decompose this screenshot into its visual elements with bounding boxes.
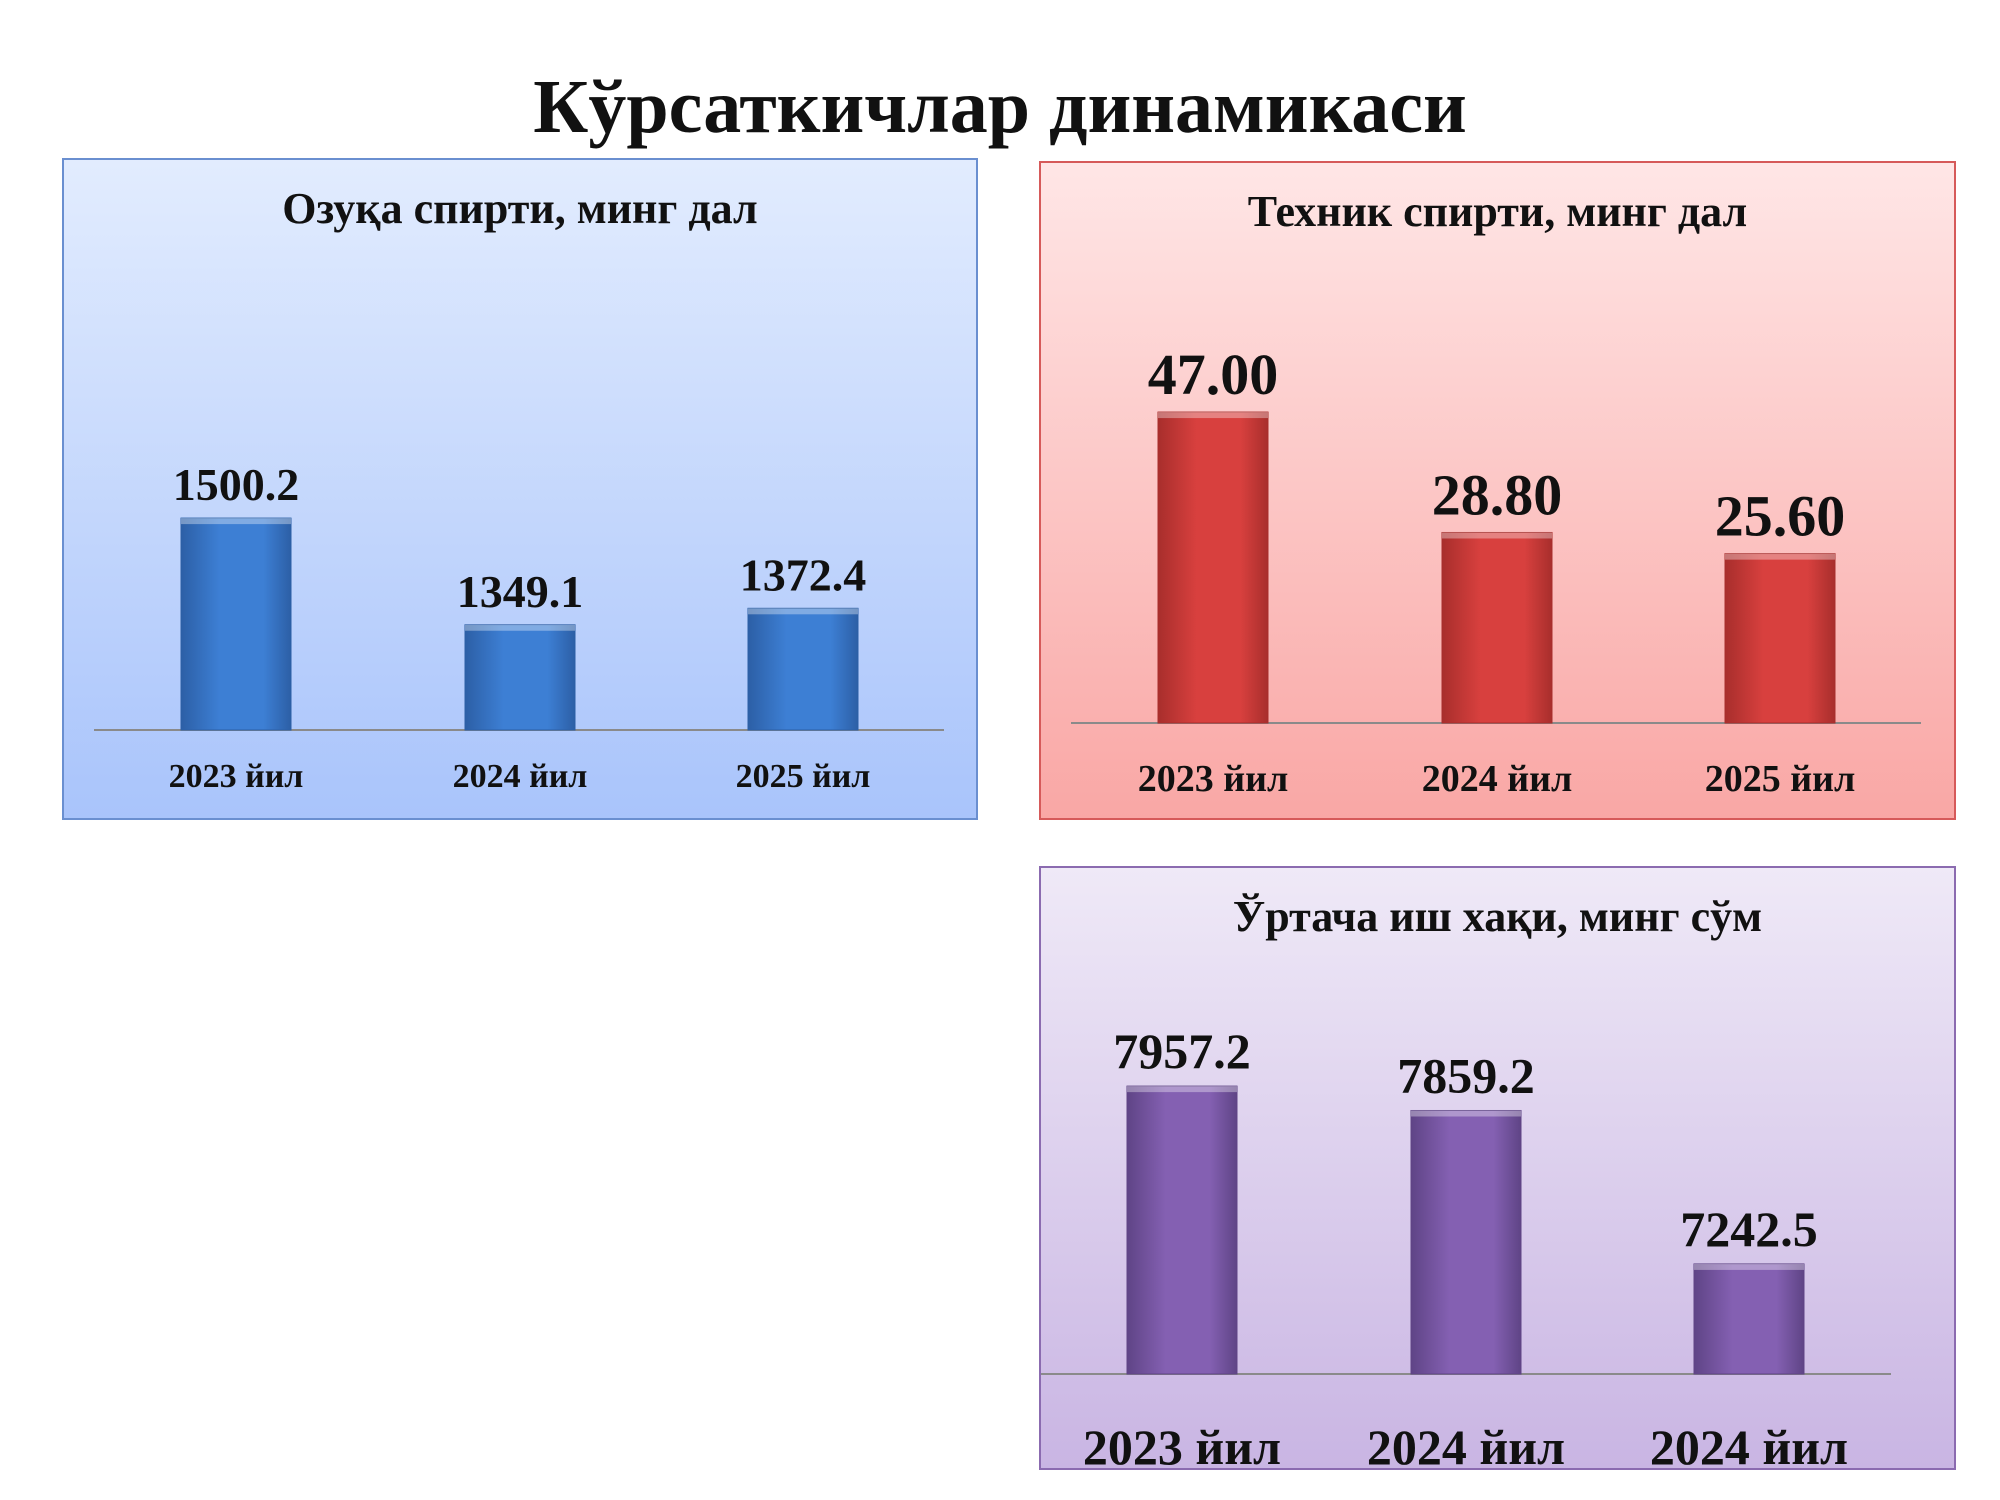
- bar-2: [1693, 1263, 1805, 1375]
- bar-highlight: [181, 518, 291, 525]
- chart-title: Техник спирти, минг дал: [1247, 187, 1748, 236]
- bar-highlight: [465, 624, 575, 631]
- bar-1: [464, 624, 576, 731]
- category-label: 2024 йил: [1422, 758, 1573, 800]
- bar-highlight: [1158, 412, 1268, 419]
- bar-highlight: [1411, 1110, 1521, 1117]
- chart-plot: 1500.2 2023 йил 1349.1 2024 йил 1372.4 2025 й…: [94, 459, 944, 795]
- category-label: 2025 йил: [736, 758, 871, 795]
- value-label: 1500.2: [173, 459, 300, 510]
- category-label: 2023 йил: [1083, 1419, 1281, 1475]
- category-label: 2023 йил: [169, 758, 304, 795]
- chart-panel-average-wage: Ўртача иш хақи, минг сўм 7957.2 2023 йил 7…: [1039, 866, 1956, 1475]
- chart-panel-technical-alcohol: Техник спирти, минг дал 47.00 2023 йил 28.…: [1039, 161, 1956, 820]
- value-label: 25.60: [1715, 484, 1846, 549]
- value-label: 7957.2: [1113, 1023, 1251, 1079]
- chart-title: Озуқа спирти, минг дал: [282, 184, 758, 233]
- chart-panel-feed-alcohol: Озуқа спирти, минг дал 1500.2 2023 йил 134…: [62, 158, 978, 820]
- value-label: 7242.5: [1680, 1201, 1818, 1257]
- bar-1: [1410, 1109, 1522, 1375]
- bar-0: [1157, 411, 1269, 724]
- chart-title: Ўртача иш хақи, минг сўм: [1232, 892, 1763, 941]
- bar-highlight: [1725, 553, 1835, 560]
- value-label: 1349.1: [457, 566, 584, 617]
- bar-1: [1441, 531, 1553, 724]
- bar-highlight: [748, 608, 858, 615]
- value-label: 47.00: [1148, 342, 1279, 407]
- page-title: Кўрсаткичлар динамикаси: [533, 65, 1467, 149]
- chart-plot: 7957.2 2023 йил 7859.2 2024 йил 7242.5 2024 й…: [1041, 1023, 1891, 1475]
- bar-0: [1126, 1085, 1238, 1375]
- chart-plot: 47.00 2023 йил 28.80 2024 йил 25.60 2025 йил: [1071, 342, 1921, 800]
- category-label: 2024 йил: [1650, 1419, 1848, 1475]
- bar-2: [747, 607, 859, 731]
- value-label: 7859.2: [1397, 1047, 1535, 1103]
- category-label: 2025 йил: [1705, 758, 1856, 800]
- bar-0: [180, 517, 292, 731]
- category-label: 2024 йил: [453, 758, 588, 795]
- bar-highlight: [1127, 1086, 1237, 1093]
- category-label: 2023 йил: [1138, 758, 1289, 800]
- value-label: 1372.4: [740, 549, 867, 600]
- bar-highlight: [1442, 532, 1552, 539]
- category-label: 2024 йил: [1367, 1419, 1565, 1475]
- bar-highlight: [1694, 1263, 1804, 1270]
- value-label: 28.80: [1432, 462, 1563, 527]
- bar-2: [1724, 553, 1836, 724]
